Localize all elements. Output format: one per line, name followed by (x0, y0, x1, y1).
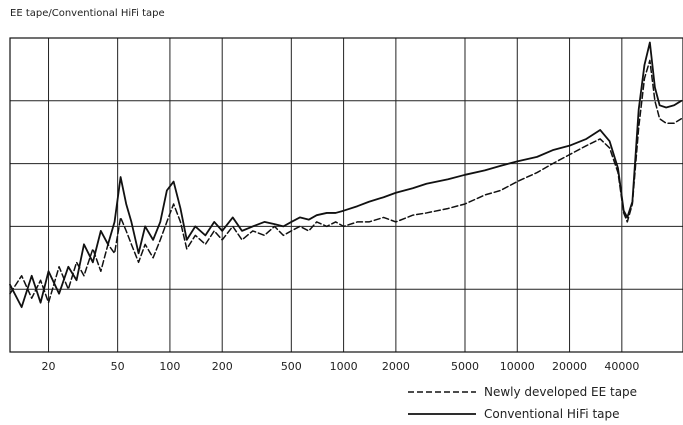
series-newly-developed-ee-tape (9, 59, 683, 304)
x-tick-label: 50 (111, 360, 125, 373)
series-layer (9, 41, 683, 309)
x-tick-labels: 20 50 100 200 500 1000 2000 5000 10000 20000 40000 (42, 360, 640, 373)
chart-title: EE tape/Conventional HiFi tape (10, 8, 165, 19)
axes (9, 37, 683, 353)
legend: Newly developed EE tape Conventional HiFi… (408, 385, 637, 421)
x-tick-label: 200 (212, 360, 233, 373)
x-tick-label: 20000 (552, 360, 587, 373)
grid (10, 38, 683, 352)
x-tick-label: 500 (281, 360, 302, 373)
series-conventional-hifi-tape (9, 41, 683, 309)
legend-label: Newly developed EE tape (484, 385, 637, 399)
plot-frame (9, 37, 683, 353)
x-tick-label: 100 (159, 360, 180, 373)
x-tick-label: 20 (42, 360, 56, 373)
x-tick-label: 1000 (330, 360, 358, 373)
legend-label: Conventional HiFi tape (484, 407, 620, 421)
legend-item-hifi-tape: Conventional HiFi tape (408, 407, 620, 421)
x-tick-label: 5000 (451, 360, 479, 373)
x-tick-label: 40000 (604, 360, 639, 373)
x-tick-label: 2000 (382, 360, 410, 373)
legend-item-ee-tape: Newly developed EE tape (408, 385, 637, 399)
x-tick-label: 10000 (500, 360, 535, 373)
